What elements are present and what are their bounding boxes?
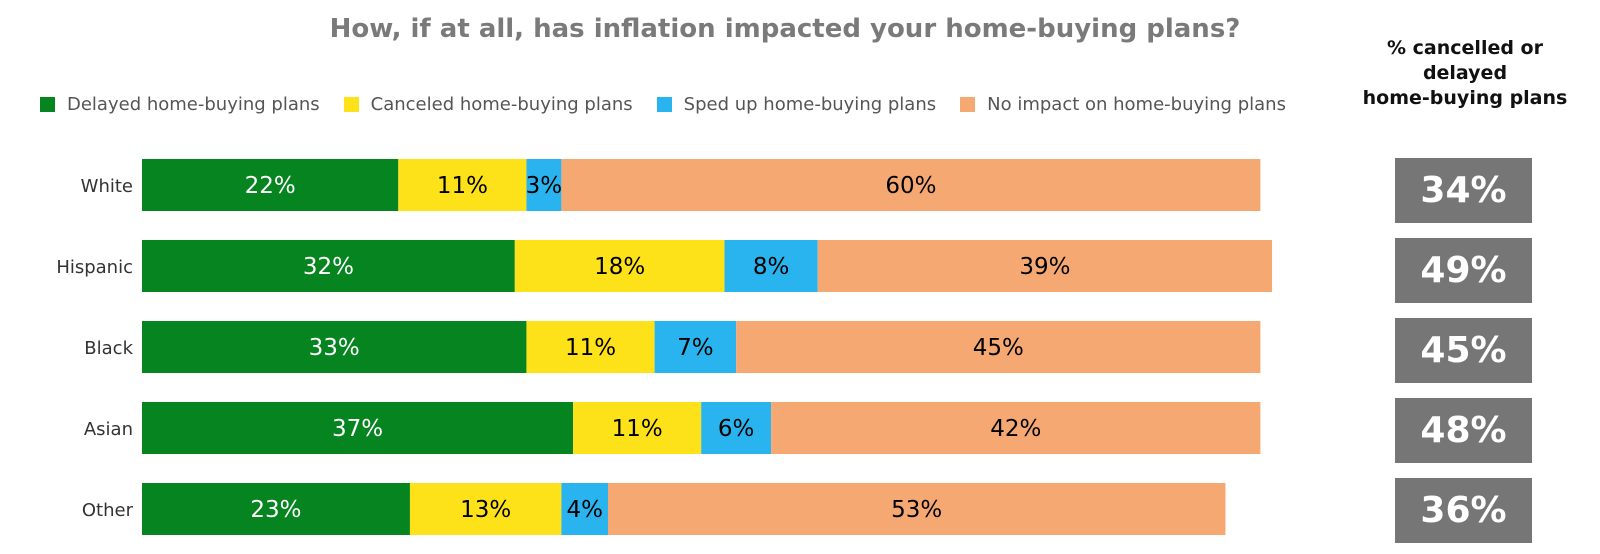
bar-white-sped-up	[526, 159, 562, 211]
data-label-other-canceled: 13%	[460, 497, 511, 523]
legend: Delayed home-buying plans Canceled home-…	[40, 92, 1310, 116]
side-value-white: 34%	[1395, 158, 1532, 223]
chart-title: How, if at all, has inflation impacted y…	[329, 14, 1241, 44]
data-label-hispanic-no-impact: 39%	[1019, 254, 1070, 280]
data-label-asian-delayed: 37%	[332, 416, 383, 442]
data-label-black-sped-up: 7%	[677, 335, 714, 361]
data-label-other-sped-up: 4%	[566, 497, 603, 523]
bar-other-no-impact	[608, 483, 1226, 535]
legend-swatch-sped-up	[656, 96, 672, 112]
legend-item-no-impact: No impact on home-buying plans	[960, 94, 1286, 115]
bar-asian-delayed	[142, 402, 574, 454]
side-value-black: 45%	[1395, 318, 1532, 383]
legend-item-sped-up: Sped up home-buying plans	[656, 93, 937, 115]
bar-hispanic-canceled	[514, 240, 725, 292]
data-label-asian-sped-up: 6%	[718, 416, 755, 442]
bar-hispanic-sped-up	[724, 240, 818, 292]
bar-asian-canceled	[573, 402, 702, 454]
legend-label-delayed: Delayed home-buying plans	[67, 93, 320, 115]
data-label-other-delayed: 23%	[250, 497, 301, 523]
bar-black-sped-up	[654, 321, 737, 373]
side-value-other: 36%	[1395, 478, 1532, 543]
data-label-black-canceled: 11%	[565, 335, 616, 361]
bar-other-canceled	[409, 483, 562, 535]
data-label-other-no-impact: 53%	[891, 497, 942, 523]
data-label-white-canceled: 11%	[437, 173, 488, 199]
side-header-line-3: home-buying plans	[1362, 87, 1568, 109]
side-value-hispanic: 49%	[1395, 238, 1532, 303]
category-label-asian: Asian	[84, 419, 133, 440]
category-label-black: Black	[84, 338, 133, 359]
data-label-hispanic-sped-up: 8%	[753, 254, 790, 280]
bar-black-delayed	[142, 321, 527, 373]
bar-other-delayed	[142, 483, 410, 535]
category-label-white: White	[81, 176, 133, 197]
bar-white-delayed	[142, 159, 399, 211]
side-header-line-1: % cancelled or	[1387, 37, 1543, 59]
bar-black-canceled	[526, 321, 655, 373]
data-label-asian-canceled: 11%	[612, 416, 663, 442]
data-label-asian-no-impact: 42%	[990, 416, 1041, 442]
legend-label-canceled: Canceled home-buying plans	[370, 93, 633, 115]
bar-hispanic-delayed	[142, 240, 515, 292]
legend-swatch-no-impact	[960, 96, 976, 112]
bar-other-sped-up	[561, 483, 608, 535]
legend-label-no-impact: No impact on home-buying plans	[987, 93, 1286, 115]
data-label-hispanic-delayed: 32%	[303, 254, 354, 280]
legend-item-delayed: Delayed home-buying plans	[40, 94, 320, 115]
data-label-black-no-impact: 45%	[973, 335, 1024, 361]
category-label-other: Other	[82, 500, 134, 521]
legend-label-sped-up: Sped up home-buying plans	[683, 93, 937, 115]
side-panel-header: % cancelled or delayed home-buying plans	[1345, 36, 1585, 111]
data-label-white-delayed: 22%	[245, 173, 296, 199]
bar-white-no-impact	[561, 159, 1261, 211]
data-label-black-delayed: 33%	[309, 335, 360, 361]
bar-black-no-impact	[736, 321, 1261, 373]
data-label-hispanic-canceled: 18%	[594, 254, 645, 280]
bar-hispanic-no-impact	[817, 240, 1273, 292]
bar-white-canceled	[398, 159, 527, 211]
data-label-white-sped-up: 3%	[526, 173, 563, 199]
legend-swatch-canceled	[343, 96, 359, 112]
side-value-asian: 48%	[1395, 398, 1532, 463]
side-header-line-2: delayed	[1422, 62, 1508, 84]
legend-item-canceled: Canceled home-buying plans	[343, 93, 633, 115]
bar-asian-sped-up	[701, 402, 772, 454]
category-label-hispanic: Hispanic	[56, 257, 133, 278]
bar-asian-no-impact	[771, 402, 1261, 454]
legend-swatch-delayed	[40, 96, 55, 112]
data-label-white-no-impact: 60%	[885, 173, 936, 199]
